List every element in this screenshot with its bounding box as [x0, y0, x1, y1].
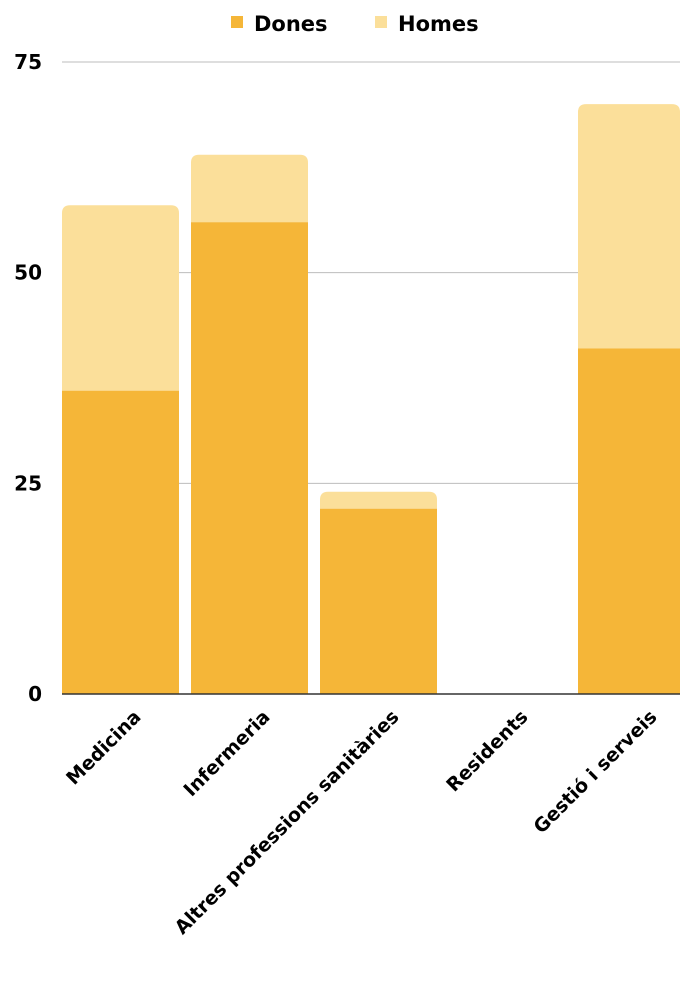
bar-homes-1	[191, 155, 308, 222]
bars	[62, 104, 680, 694]
y-tick-label: 50	[14, 261, 42, 285]
y-tick-label: 75	[14, 50, 42, 74]
bar-homes-0	[62, 205, 179, 390]
legend-swatch-homes	[375, 16, 387, 28]
bar-dones-0	[62, 391, 179, 694]
y-tick-label: 25	[14, 471, 42, 495]
bar-homes-4	[578, 104, 680, 348]
bar-dones-4	[578, 349, 680, 694]
y-axis-ticks: 0 25 50 75	[14, 50, 42, 706]
bar-dones-1	[191, 222, 308, 694]
legend-label-homes: Homes	[398, 12, 479, 36]
legend: Dones Homes	[231, 12, 479, 36]
x-tick-label: Medicina	[62, 706, 145, 789]
x-tick-label: Altres professions sanitàries	[171, 706, 404, 939]
legend-swatch-dones	[231, 16, 243, 28]
x-tick-label: Residents	[442, 706, 532, 796]
x-tick-label: Infermeria	[179, 706, 274, 801]
y-tick-label: 0	[28, 682, 42, 706]
x-tick-label: Gestió i serveis	[529, 706, 661, 838]
bar-dones-2	[320, 509, 437, 694]
bar-homes-2	[320, 492, 437, 509]
legend-label-dones: Dones	[254, 12, 328, 36]
